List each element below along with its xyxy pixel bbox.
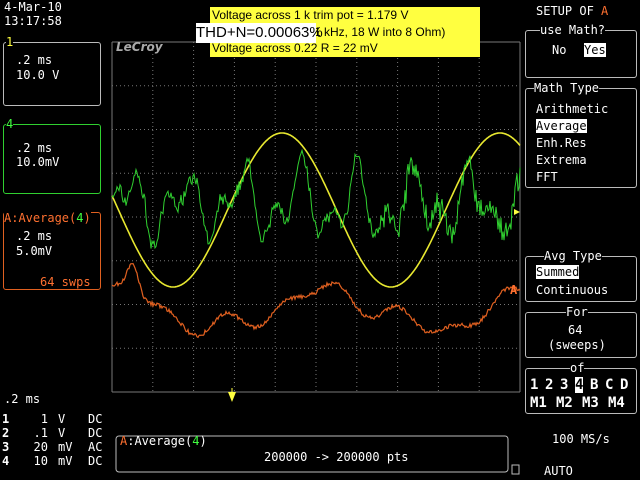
math-box: A:Average(4) .2 ms 5.0mV 64 swps <box>3 211 101 290</box>
trace-ch4 <box>111 148 521 250</box>
status-icon <box>511 464 520 475</box>
menu-heading: Avg Type <box>544 249 602 263</box>
status-frame <box>115 435 509 473</box>
trace-ch1 <box>111 132 521 288</box>
source-option[interactable]: 2 <box>545 377 554 393</box>
math-function: :Average( <box>127 434 193 448</box>
row-coupling: DC <box>88 412 103 426</box>
row-unit: mV <box>58 454 73 468</box>
math-type-menu[interactable]: Math Type Arithmetic Average Enh.Res Extrem… <box>525 81 637 188</box>
timebase: .2 ms <box>16 141 53 155</box>
row-volts: 20 <box>33 440 48 454</box>
date: 4-Mar-10 <box>4 0 62 14</box>
annotation-line: (1 kHz, 18 W into 8 Ohm) <box>310 25 446 39</box>
avg-type-menu[interactable]: Avg Type Summed Continuous <box>525 249 637 302</box>
source-option[interactable]: 4 <box>575 377 584 393</box>
math-source: 4 <box>192 434 200 448</box>
sweep-count: 64 <box>568 323 583 337</box>
menu-option[interactable]: Yes <box>584 43 606 57</box>
timebase: .2 ms <box>16 53 53 67</box>
status-label: A:Average(4) <box>120 434 207 448</box>
sample-rate: 100 MS/s <box>552 432 610 446</box>
source-option[interactable]: C <box>605 377 614 393</box>
trigger-pos <box>228 392 236 402</box>
annotation-line: Voltage across 1 k trim pot = 1.179 V <box>212 8 409 22</box>
menu-heading: use Math? <box>540 23 606 37</box>
channel-box: 4 .2 ms 10.0mV <box>3 117 101 194</box>
math-id: A <box>4 211 12 225</box>
scale: 10.0mV <box>16 155 60 169</box>
timebase: .2 ms <box>4 392 41 406</box>
time: 13:17:58 <box>4 14 62 28</box>
menu-option[interactable]: Continuous <box>536 283 609 297</box>
trace-math <box>111 262 521 339</box>
row-number: 3 <box>2 440 10 454</box>
of-menu[interactable]: of 1 2 3 4 B C D M1 M2 M3 M4 <box>525 361 637 414</box>
math-close: ) <box>199 434 207 448</box>
memory-option[interactable]: M2 <box>556 395 573 411</box>
menu-option[interactable]: Summed <box>536 265 580 279</box>
row-unit: mV <box>58 440 73 454</box>
math-marker: A <box>510 283 518 297</box>
row-number: 1 <box>2 412 10 426</box>
row-unit: V <box>58 412 66 426</box>
menu-option[interactable]: FFT <box>536 170 558 184</box>
menu-option[interactable]: Enh.Res <box>536 136 587 150</box>
use-math-menu[interactable]: use Math? No Yes <box>525 23 637 78</box>
math-close: ) <box>83 211 91 225</box>
sweeps: 64 swps <box>40 275 91 289</box>
trigger-mode: AUTO <box>544 464 573 478</box>
menu-heading: of <box>570 361 585 375</box>
timebase: .2 ms <box>16 229 53 243</box>
menu-title: SETUP OF A <box>536 4 608 18</box>
channel-label: 1 <box>6 35 14 49</box>
memory-option[interactable]: M3 <box>582 395 599 411</box>
sweep-unit: (sweeps) <box>548 338 606 352</box>
channel-box: 1 .2 ms 10.0 V <box>3 35 101 106</box>
row-number: 4 <box>2 454 10 468</box>
annotation-line: Voltage across 0.22 R = 22 mV <box>212 41 378 55</box>
source-option[interactable]: B <box>590 377 599 393</box>
trigger-level <box>514 209 520 215</box>
row-volts: 10 <box>33 454 48 468</box>
source-option[interactable]: 1 <box>530 377 539 393</box>
scale: 10.0 V <box>16 68 60 82</box>
points: 200000 -> 200000 pts <box>264 450 409 464</box>
logo: LeCroy <box>116 40 163 54</box>
memory-option[interactable]: M1 <box>530 395 547 411</box>
memory-option[interactable]: M4 <box>608 395 625 411</box>
math-source: 4 <box>76 211 84 225</box>
menu-heading: Math Type <box>534 81 600 95</box>
menu-title-icon: A <box>601 4 609 18</box>
row-coupling: DC <box>88 426 103 440</box>
row-coupling: DC <box>88 454 103 468</box>
row-unit: V <box>58 426 66 440</box>
grid <box>111 41 521 393</box>
row-number: 2 <box>2 426 10 440</box>
math-function: :Average( <box>11 211 77 225</box>
row-volts: .1 <box>33 426 48 440</box>
math-id: A <box>120 434 128 448</box>
channel-label: 4 <box>6 117 14 131</box>
menu-option[interactable]: Average <box>536 119 587 133</box>
menu-heading: For <box>566 305 588 319</box>
thd-box: THD+N=0.00063% <box>196 23 323 43</box>
source-option[interactable]: 3 <box>560 377 569 393</box>
menu-option[interactable]: Extrema <box>536 153 587 167</box>
menu-option[interactable]: No <box>552 43 567 57</box>
source-option[interactable]: D <box>620 377 629 393</box>
scale: 5.0mV <box>16 244 53 258</box>
for-menu[interactable]: For 64 (sweeps) <box>525 305 637 358</box>
row-coupling: AC <box>88 440 103 454</box>
thd-value: THD+N=0.00063% <box>196 24 323 41</box>
math-label: A:Average(4) <box>4 211 91 225</box>
menu-option[interactable]: Arithmetic <box>536 102 609 116</box>
row-volts: 1 <box>40 412 48 426</box>
menu-title-text: SETUP OF <box>536 4 594 18</box>
